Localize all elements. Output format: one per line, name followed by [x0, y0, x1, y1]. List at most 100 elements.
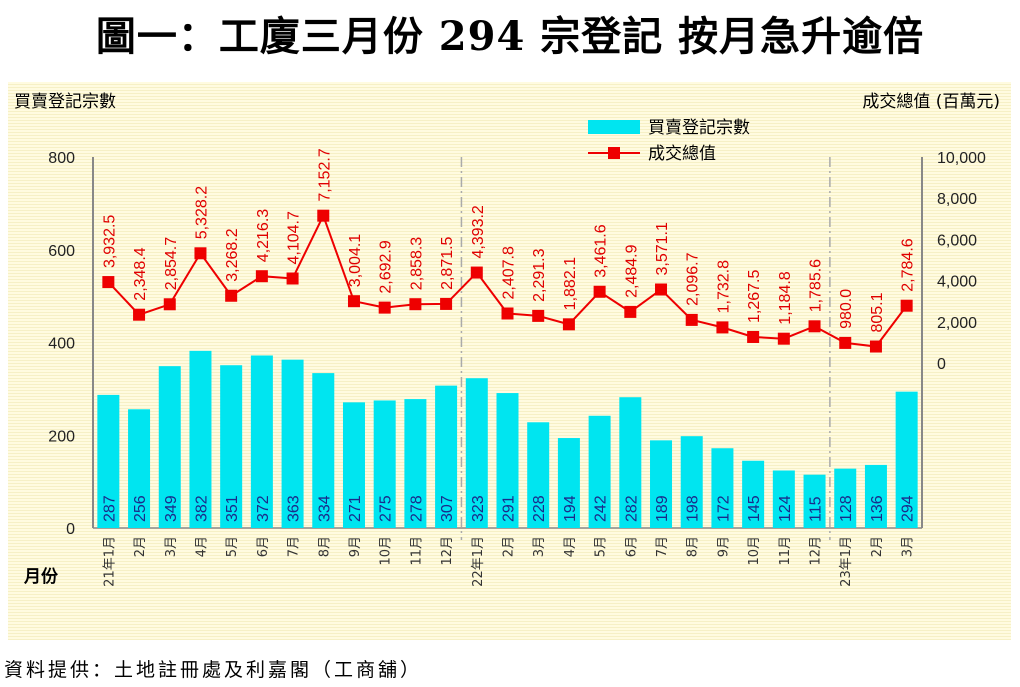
- bar: [128, 409, 151, 528]
- legend-line-label: 成交總值: [648, 144, 716, 164]
- line-point: [286, 272, 299, 285]
- line-point: [501, 307, 514, 320]
- bar-value-label: 271: [347, 495, 364, 522]
- x-tick-label: 8月: [686, 536, 701, 557]
- bar-value-label: 189: [654, 495, 671, 522]
- x-tick-label: 7月: [655, 536, 670, 557]
- bar-value-label: 228: [531, 495, 548, 522]
- y2-tick-label: 8,000: [937, 191, 977, 208]
- source-note: 資料提供：土地註冊處及利嘉閣（工商舖）: [4, 659, 423, 681]
- line-value-label: 3,461.6: [593, 224, 610, 277]
- legend-bar-swatch: [588, 120, 640, 134]
- line-point: [470, 266, 483, 279]
- bar: [711, 448, 734, 528]
- line-point: [624, 305, 637, 318]
- y2-tick-label: 0: [937, 356, 946, 373]
- x-tick-label: 9月: [716, 536, 731, 557]
- bar-value-label: 307: [439, 495, 456, 522]
- bar-value-label: 282: [623, 495, 640, 522]
- x-tick-label: 3月: [532, 536, 547, 557]
- line-point: [808, 320, 821, 333]
- x-tick-label: 8月: [317, 536, 332, 557]
- x-tick-label: 2月: [502, 536, 517, 557]
- bar-value-label: 287: [101, 495, 118, 522]
- x-tick-label: 2月: [870, 536, 885, 557]
- x-tick-label: 23年1月: [839, 536, 854, 587]
- line-value-label: 5,328.2: [193, 186, 210, 239]
- y2-tick-label: 6,000: [937, 232, 977, 249]
- x-tick-label: 2月: [133, 536, 148, 557]
- line-point: [716, 321, 729, 334]
- x-tick-label: 3月: [901, 536, 916, 557]
- line-point: [102, 276, 115, 289]
- line-value-label: 805.1: [869, 292, 886, 332]
- bar: [465, 378, 488, 528]
- line-value-label: 4,393.2: [470, 205, 487, 258]
- x-tick-label: 21年1月: [102, 536, 117, 587]
- bar-value-label: 136: [869, 495, 886, 522]
- x-tick-label: 5月: [225, 536, 240, 557]
- bar-value-label: 323: [470, 495, 487, 522]
- y2-tick-label: 2,000: [937, 315, 977, 332]
- bar-value-label: 198: [685, 495, 702, 522]
- line-value-label: 7,152.7: [316, 148, 333, 201]
- x-tick-label: 9月: [348, 536, 363, 557]
- bar: [864, 464, 887, 528]
- bar: [650, 440, 673, 528]
- line-value-label: 2,096.7: [685, 252, 702, 305]
- bar: [895, 391, 918, 528]
- x-tick-label: 3月: [164, 536, 179, 557]
- bar: [281, 359, 304, 528]
- bar-value-label: 194: [562, 495, 579, 522]
- y2-tick-label: 10,000: [937, 150, 986, 167]
- bar: [772, 470, 795, 528]
- y-axis-title: 買賣登記宗數: [14, 92, 116, 112]
- x-tick-label: 22年1月: [471, 536, 486, 587]
- chart-panel: [8, 82, 1011, 640]
- y-tick-label: 600: [48, 243, 75, 260]
- line-point: [163, 298, 176, 311]
- line-point: [562, 318, 575, 331]
- line-point: [900, 299, 913, 312]
- bar: [373, 400, 396, 528]
- bar: [342, 402, 365, 528]
- bar-value-label: 382: [193, 495, 210, 522]
- line-value-label: 3,571.1: [654, 222, 671, 275]
- x-tick-label: 5月: [594, 536, 609, 557]
- bar: [312, 373, 335, 528]
- bar: [496, 393, 519, 528]
- line-point: [225, 289, 238, 302]
- bar: [619, 397, 642, 528]
- y-tick-label: 400: [48, 336, 75, 353]
- bar-value-label: 124: [777, 495, 794, 522]
- line-point: [409, 298, 422, 311]
- line-value-label: 1,882.1: [562, 257, 579, 310]
- bar: [557, 438, 580, 528]
- line-value-label: 4,216.3: [255, 209, 272, 262]
- legend-line-marker: [608, 147, 620, 159]
- bar-value-label: 242: [593, 495, 610, 522]
- bar-value-label: 294: [900, 495, 917, 522]
- line-point: [839, 336, 852, 349]
- x-tick-label: 12月: [809, 536, 824, 566]
- bar: [250, 355, 273, 528]
- line-point: [655, 283, 668, 296]
- x-tick-label: 11月: [778, 536, 793, 566]
- bar: [404, 399, 427, 528]
- line-value-label: 1,184.8: [777, 271, 794, 324]
- x-tick-label: 7月: [287, 536, 302, 557]
- x-tick-label: 10月: [747, 536, 762, 566]
- bar-value-label: 115: [808, 496, 825, 522]
- bar-value-label: 291: [501, 495, 518, 522]
- y2-tick-label: 4,000: [937, 274, 977, 291]
- line-point: [685, 313, 698, 326]
- line-point: [347, 295, 360, 308]
- line-value-label: 1,267.5: [746, 270, 763, 323]
- line-point: [593, 285, 606, 298]
- line-value-label: 3,932.5: [101, 215, 118, 268]
- x-tick-label: 6月: [624, 536, 639, 557]
- bar: [97, 394, 120, 528]
- line-point: [317, 209, 330, 222]
- bar: [803, 474, 826, 528]
